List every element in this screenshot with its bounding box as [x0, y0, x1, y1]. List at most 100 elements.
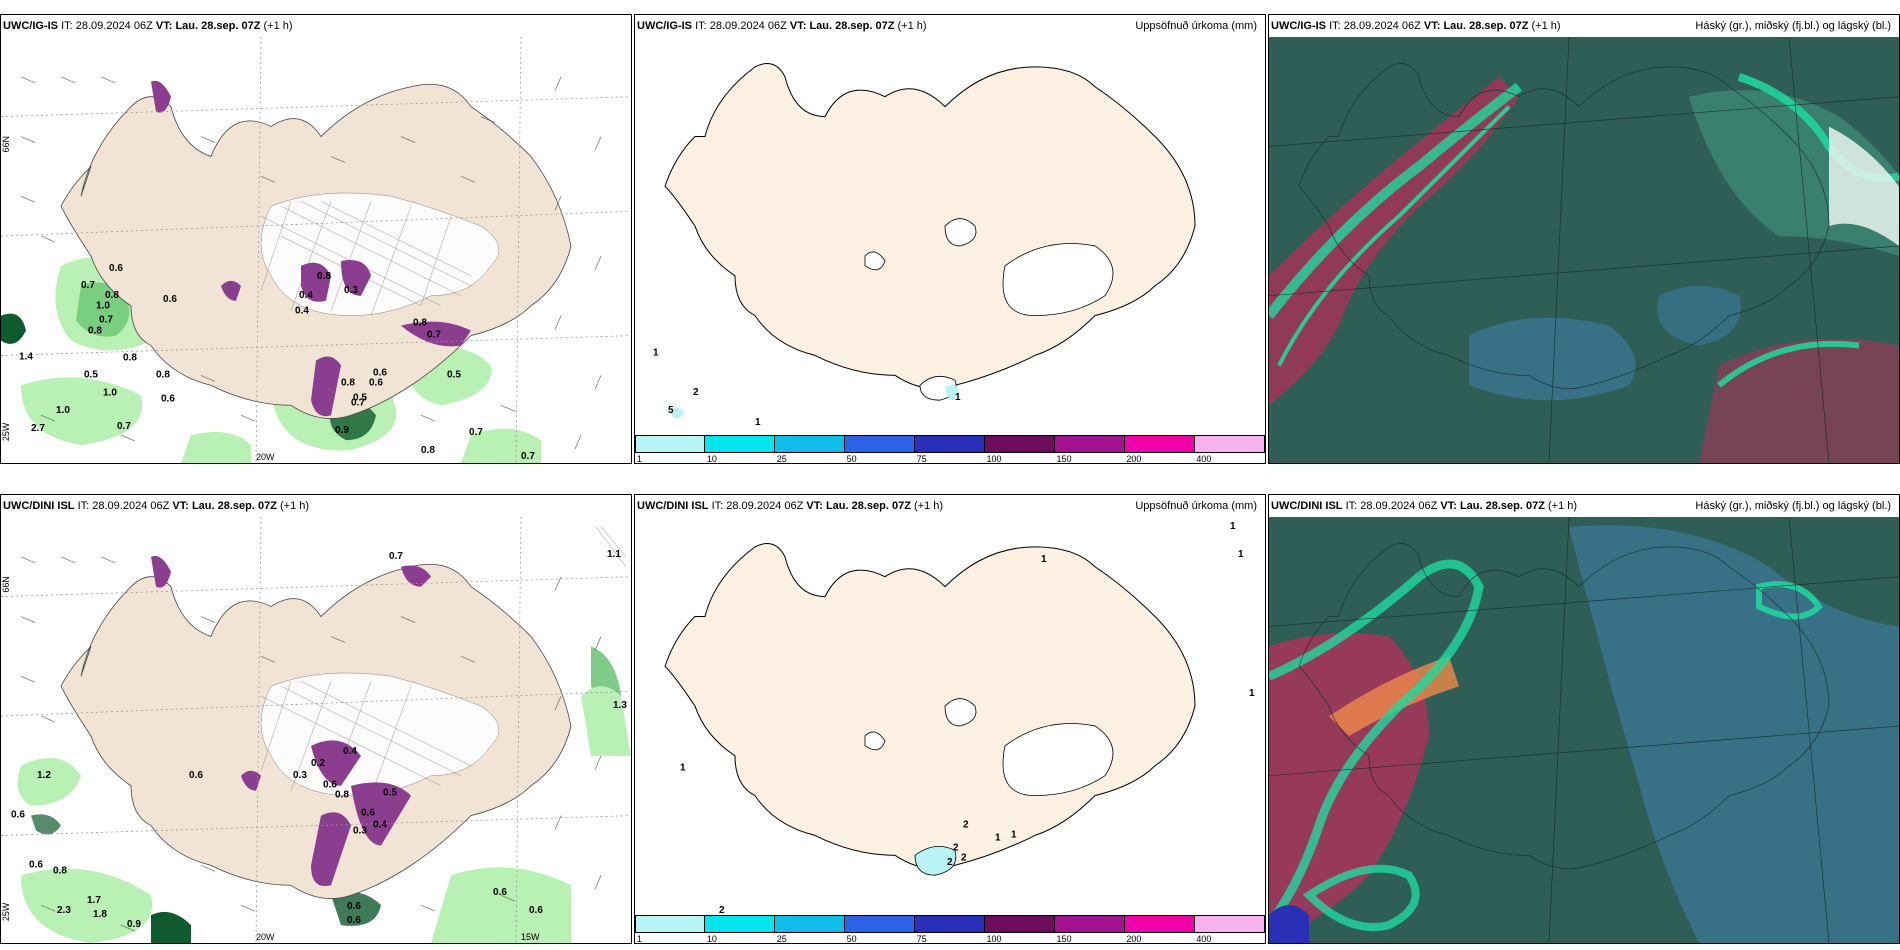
precip-title: Uppsöfnuð úrkoma (mm) [1135, 20, 1257, 32]
cbar-swatch [1054, 435, 1125, 453]
svg-text:0.2: 0.2 [311, 758, 325, 769]
svg-text:0.7: 0.7 [469, 427, 483, 438]
cbar-tick: 50 [846, 454, 857, 464]
svg-text:2: 2 [963, 819, 969, 830]
svg-text:66N: 66N [1, 136, 11, 152]
cbar-tick: 25 [776, 454, 787, 464]
svg-text:0.7: 0.7 [117, 421, 131, 432]
svg-text:0.8: 0.8 [123, 353, 137, 364]
svg-text:0.8: 0.8 [341, 377, 355, 388]
lead-time: (+1 h) [897, 20, 927, 32]
cloud-title: Háský (gr.), miðský (fj.bl.) og lágský (… [1695, 500, 1891, 512]
lead-time: (+1 h) [914, 500, 944, 512]
svg-text:0.8: 0.8 [421, 445, 435, 456]
cbar-swatch [1124, 435, 1195, 453]
precip-title: Uppsöfnuð úrkoma (mm) [1135, 500, 1257, 512]
cbar-tick: 200 [1126, 934, 1142, 944]
svg-text:2: 2 [961, 852, 967, 863]
svg-text:0.3: 0.3 [344, 285, 358, 296]
wind-map: 0.7 1.1 1.3 0.6 1.2 0.6 0.6 0.8 1.7 2.3 1.8 0.… [1, 517, 631, 943]
precip-colorbar: 1 10 25 50 75 100 150 200 400 [635, 435, 1265, 463]
wind-panel-2: UWC/DINI ISL IT: 28.09.2024 06Z VT: Lau.… [0, 494, 632, 944]
svg-text:20W: 20W [256, 932, 275, 942]
svg-text:0.8: 0.8 [413, 318, 427, 329]
svg-text:25W: 25W [1, 902, 11, 921]
svg-text:0.8: 0.8 [317, 271, 331, 282]
svg-text:0.4: 0.4 [373, 820, 387, 831]
cbar-tick: 1 [636, 454, 642, 464]
valid-time: Lau. 28.sep. 07Z [175, 20, 261, 32]
init-time: 28.09.2024 06Z [1343, 20, 1421, 32]
svg-text:0.6: 0.6 [11, 810, 25, 821]
model-name: UWC/IG-IS [3, 20, 58, 32]
svg-text:0.6: 0.6 [189, 770, 203, 781]
model-name: UWC/IG-IS [1271, 20, 1326, 32]
svg-text:0.6: 0.6 [163, 294, 177, 305]
svg-text:66N: 66N [1, 576, 11, 592]
panel-header: UWC/IG-IS IT: 28.09.2024 06Z VT: Lau. 28… [635, 15, 1265, 37]
svg-text:1.4: 1.4 [19, 352, 33, 363]
svg-text:0.8: 0.8 [156, 369, 170, 380]
panel-header: UWC/DINI ISL IT: 28.09.2024 06Z VT: Lau.… [1, 495, 631, 517]
cbar-tick: 150 [1056, 934, 1072, 944]
svg-text:0.6: 0.6 [347, 915, 361, 926]
precip-colorbar: 1 10 25 50 75 100 150 200 400 [635, 915, 1265, 943]
svg-text:25W: 25W [1, 422, 11, 441]
svg-text:0.7: 0.7 [427, 330, 441, 341]
svg-text:0.7: 0.7 [81, 280, 95, 291]
cbar-tick: 10 [706, 934, 717, 944]
cbar-tick: 400 [1196, 454, 1212, 464]
wind-barbs [20, 556, 602, 932]
cbar-tick: 75 [916, 934, 927, 944]
svg-text:1: 1 [1238, 549, 1244, 560]
precip-panel-1: UWC/IG-IS IT: 28.09.2024 06Z VT: Lau. 28… [634, 14, 1266, 464]
svg-text:2: 2 [693, 387, 699, 398]
cbar-swatch [1054, 915, 1125, 933]
valid-time: Lau. 28.sep. 07Z [191, 500, 277, 512]
svg-text:1: 1 [1230, 521, 1236, 532]
svg-text:2.3: 2.3 [57, 905, 71, 916]
cbar-tick: 1 [636, 934, 642, 944]
svg-text:1: 1 [995, 832, 1001, 843]
cbar-swatch [774, 435, 845, 453]
cbar-swatch [635, 435, 705, 453]
svg-text:2: 2 [719, 905, 725, 915]
model-name: UWC/IG-IS [637, 20, 692, 32]
cbar-swatch [914, 915, 985, 933]
svg-text:0.7: 0.7 [99, 315, 113, 326]
cbar-swatch [1124, 915, 1195, 933]
cbar-swatch [704, 915, 775, 933]
cloud-map [1269, 517, 1899, 943]
valid-time: Lau. 28.sep. 07Z [1459, 500, 1545, 512]
svg-text:0.7: 0.7 [351, 397, 365, 408]
panel-header: UWC/IG-IS IT: 28.09.2024 06Z VT: Lau. 28… [1, 15, 631, 37]
cbar-tick: 10 [706, 454, 717, 464]
cbar-tick: 200 [1126, 454, 1142, 464]
cbar-tick: 25 [776, 934, 787, 944]
init-time: 28.09.2024 06Z [75, 20, 153, 32]
cbar-tick: 50 [846, 934, 857, 944]
cbar-tick: 150 [1056, 454, 1072, 464]
wind-panel-1: UWC/IG-IS IT: 28.09.2024 06Z VT: Lau. 28… [0, 14, 632, 464]
cloud-panel-1: UWC/IG-IS IT: 28.09.2024 06Z VT: Lau. 28… [1268, 14, 1900, 464]
svg-text:2.7: 2.7 [31, 423, 45, 434]
svg-text:0.8: 0.8 [335, 790, 349, 801]
model-name: UWC/DINI ISL [1271, 500, 1343, 512]
lead-time: (+1 h) [1531, 20, 1561, 32]
svg-text:0.4: 0.4 [343, 746, 357, 757]
cbar-swatch [844, 435, 915, 453]
valid-time: Lau. 28.sep. 07Z [809, 20, 895, 32]
svg-text:1.0: 1.0 [56, 405, 70, 416]
cbar-swatch [704, 435, 775, 453]
svg-text:0.4: 0.4 [295, 306, 309, 317]
cbar-tick: 100 [986, 454, 1002, 464]
model-name: UWC/DINI ISL [3, 500, 75, 512]
svg-text:0.5: 0.5 [84, 369, 98, 380]
svg-text:0.6: 0.6 [29, 859, 43, 870]
init-time: 28.09.2024 06Z [92, 500, 170, 512]
svg-text:0.8: 0.8 [105, 290, 119, 301]
svg-text:0.8: 0.8 [88, 326, 102, 337]
cbar-tick: 75 [916, 454, 927, 464]
svg-text:1: 1 [755, 417, 761, 428]
